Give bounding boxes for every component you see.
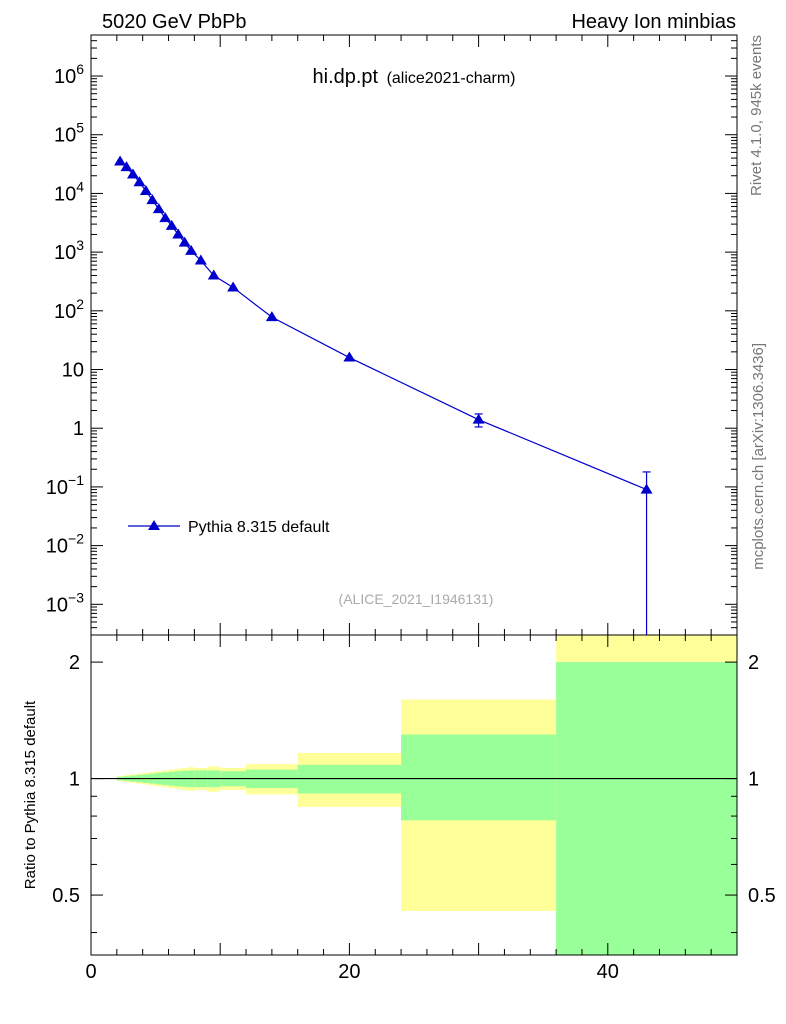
data-point [207, 269, 220, 280]
data-point [139, 184, 152, 195]
data-point [343, 351, 356, 362]
ratio-y-tick-label-right: 2 [748, 652, 759, 674]
ratio-y-tick-label: 1 [69, 769, 80, 791]
plot-title-main: hi.dp.pt [313, 66, 379, 88]
main-axis-ticks [90, 34, 738, 636]
series-layer [114, 155, 653, 635]
data-point [178, 236, 191, 247]
x-tick-label: 40 [597, 961, 619, 983]
data-point [172, 228, 185, 239]
y-tick-label: 10−2 [46, 531, 84, 558]
data-point [472, 413, 485, 424]
y-tick-label: 103 [54, 237, 84, 264]
ratio-y-tick-label: 2 [69, 652, 80, 674]
data-point [146, 194, 159, 205]
data-point [185, 244, 198, 255]
analysis-watermark: (ALICE_2021_I1946131) [339, 591, 494, 607]
ratio-band-inner [401, 734, 557, 821]
mcplots-label: mcplots.cern.ch [arXiv:1306.3436] [750, 343, 767, 570]
ratio-y-tick-label-right: 1 [748, 769, 759, 791]
x-tick-label: 20 [338, 961, 360, 983]
data-point [165, 219, 178, 230]
y-tick-label: 105 [54, 120, 84, 147]
data-point [159, 212, 172, 223]
y-tick-label: 106 [54, 61, 84, 88]
y-tick-label: 10−1 [46, 472, 84, 499]
data-point [133, 176, 146, 187]
data-point [227, 281, 240, 292]
data-point [194, 254, 207, 265]
ratio-bands [116, 635, 737, 955]
main-y-tick-labels: 10−3 10−2 10−1 1 10 102 103 104 105 106 [46, 61, 84, 616]
ratio-axis-ticks [90, 635, 738, 955]
ratio-band-inner [297, 764, 402, 794]
header-left-label: 5020 GeV PbPb [102, 11, 247, 33]
data-point [120, 161, 133, 172]
plot-title-sub: (alice2021-charm) [387, 70, 516, 87]
data-point [265, 311, 278, 322]
data-point [640, 483, 653, 494]
data-point [114, 155, 127, 166]
series-line [119, 161, 647, 491]
data-point [152, 203, 165, 214]
y-tick-label: 10−3 [46, 589, 84, 616]
ratio-panel-frame [90, 634, 738, 956]
y-tick-label: 1 [73, 418, 84, 440]
y-tick-label: 10 [62, 360, 84, 382]
rivet-label: Rivet 4.1.0, 945k events [748, 35, 765, 196]
data-point [126, 168, 139, 179]
plot-title: hi.dp.pt (alice2021-charm) [313, 66, 516, 88]
y-tick-label: 102 [54, 296, 84, 323]
header-right-label: Heavy Ion minbias [571, 11, 736, 33]
ratio-y-tick-label: 0.5 [52, 885, 80, 907]
main-panel-frame [90, 34, 738, 636]
y-tick-label: 104 [54, 178, 84, 205]
x-tick-label: 0 [85, 961, 96, 983]
ratio-tick-labels: 0.5 0.51 12 20 20 40 [52, 652, 776, 983]
legend-label: Pythia 8.315 default [188, 519, 330, 536]
ratio-y-axis-label: Ratio to Pythia 8.315 default [22, 700, 39, 889]
legend-marker [148, 520, 160, 530]
ratio-band-inner [556, 662, 737, 955]
ratio-y-tick-label-right: 0.5 [748, 885, 776, 907]
legend: Pythia 8.315 default [128, 519, 330, 536]
